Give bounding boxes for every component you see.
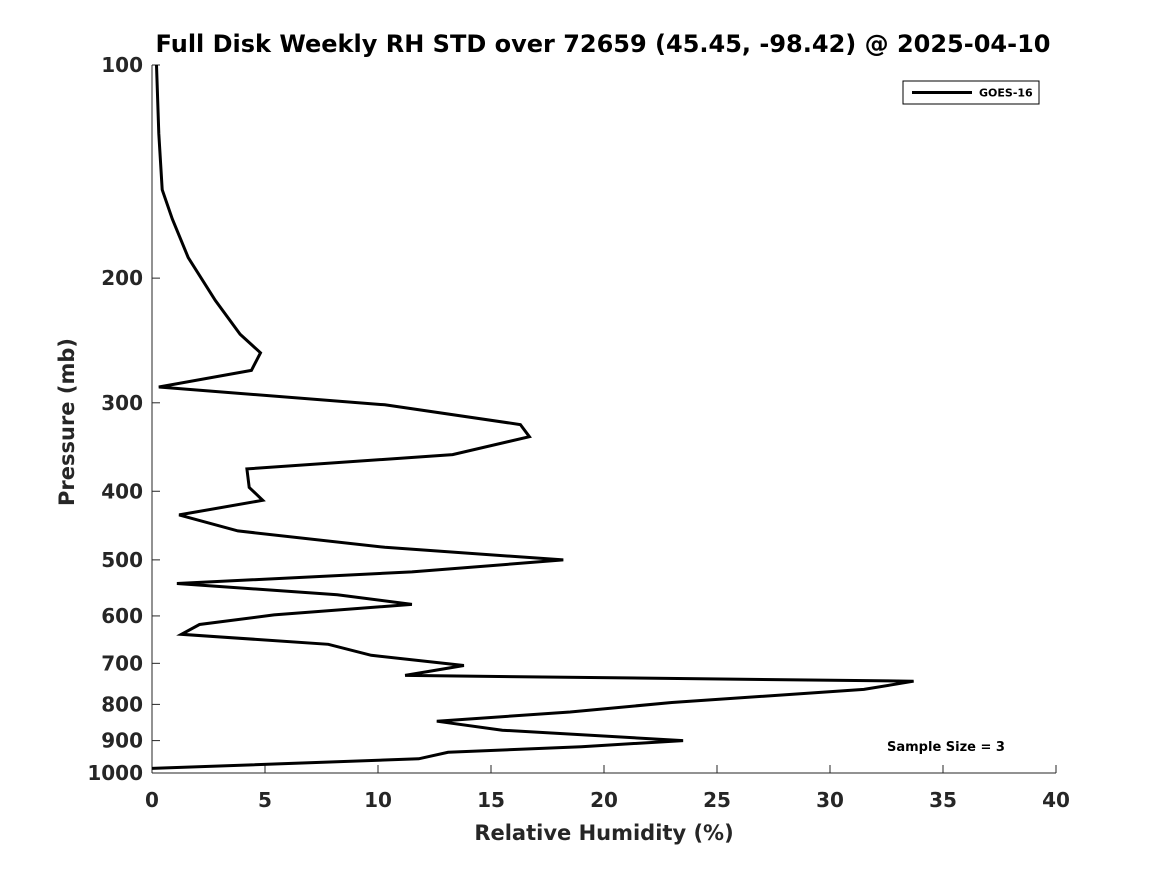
y-axis-ticks: 100 200 300 400 500 600 700 800 900 1000 <box>87 53 160 785</box>
sample-size-annotation: Sample Size = 3 <box>887 740 1005 755</box>
y-tick-label: 700 <box>101 651 143 675</box>
x-axis-label: Relative Humidity (%) <box>474 821 733 845</box>
y-tick-label: 1000 <box>87 761 143 785</box>
y-tick-label: 300 <box>101 391 143 415</box>
x-tick-label: 25 <box>703 788 731 812</box>
x-tick-label: 40 <box>1042 788 1070 812</box>
y-tick-label: 900 <box>101 729 143 753</box>
y-tick-label: 500 <box>101 548 143 572</box>
axes <box>151 65 1056 774</box>
y-tick-label: 200 <box>101 266 143 290</box>
legend-label-goes-16: GOES-16 <box>979 87 1033 100</box>
legend: GOES-16 <box>902 80 1040 105</box>
x-tick-label: 20 <box>590 788 618 812</box>
chart-title: Full Disk Weekly RH STD over 72659 (45.4… <box>156 30 1051 58</box>
x-axis-ticks: 0 5 10 15 20 25 30 35 40 <box>145 765 1070 812</box>
x-tick-label: 30 <box>816 788 844 812</box>
x-tick-label: 15 <box>477 788 505 812</box>
y-tick-label: 600 <box>101 604 143 628</box>
x-tick-label: 5 <box>258 788 272 812</box>
series-line-goes-16 <box>151 64 914 770</box>
y-axis-label: Pressure (mb) <box>55 338 79 506</box>
x-tick-label: 10 <box>364 788 392 812</box>
x-tick-label: 35 <box>929 788 957 812</box>
series-lines <box>151 64 914 770</box>
y-tick-label: 100 <box>101 53 143 77</box>
y-tick-label: 800 <box>101 692 143 716</box>
x-tick-label: 0 <box>145 788 159 812</box>
y-tick-label: 400 <box>101 479 143 503</box>
